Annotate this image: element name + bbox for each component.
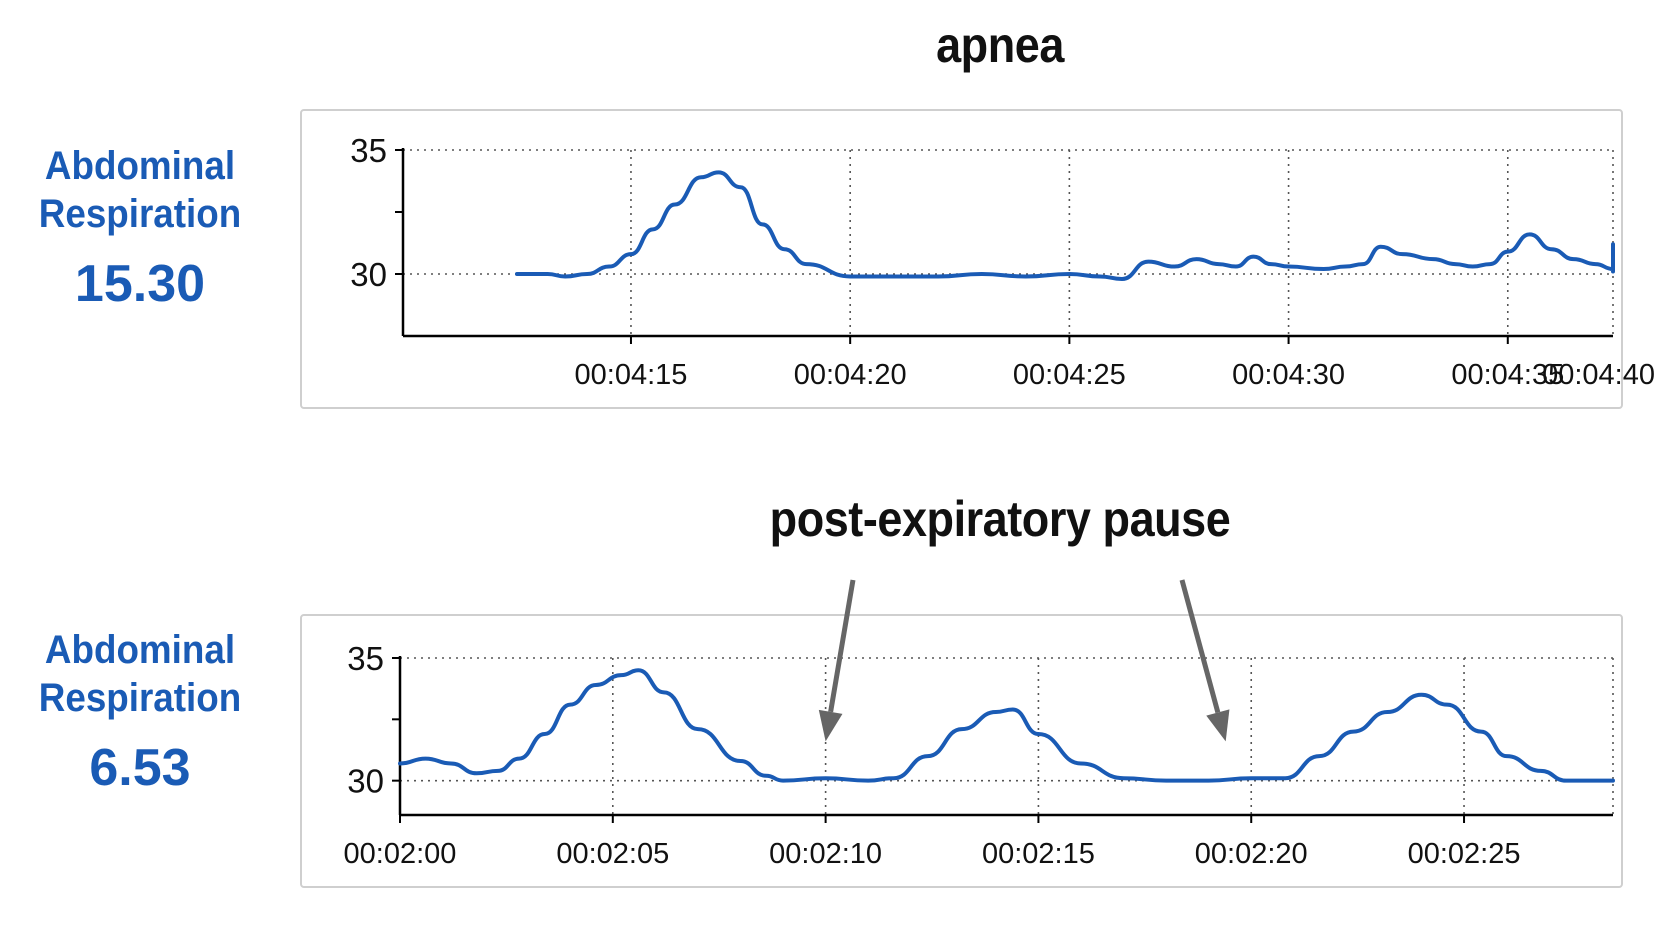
- respiration-label-top: Abdominal Respiration 15.30: [20, 142, 260, 314]
- chart-title-apnea: apnea: [936, 17, 1064, 73]
- x-tick-label: 00:02:05: [556, 838, 669, 870]
- x-tick-label: 00:02:10: [769, 838, 882, 870]
- x-tick-label: 00:04:20: [794, 359, 907, 391]
- y-tick-label: 30: [350, 256, 387, 293]
- x-tick-label: 00:04:25: [1013, 359, 1126, 391]
- respiration-label-bottom: Abdominal Respiration 6.53: [20, 626, 260, 798]
- x-tick-label: 00:02:25: [1408, 838, 1521, 870]
- x-tick-label: 00:04:40: [1542, 359, 1655, 391]
- annotation-arrowhead: [1206, 709, 1230, 742]
- label-line2: Respiration: [38, 676, 242, 720]
- x-tick-label: 00:02:15: [982, 838, 1095, 870]
- annotation-arrowhead: [818, 709, 843, 742]
- y-tick-label: 35: [350, 132, 387, 169]
- series-line: [514, 170, 1615, 281]
- annotation-arrow: [1179, 579, 1221, 714]
- chart-title-post-expiratory-pause: post-expiratory pause: [769, 491, 1231, 547]
- chart-1: 30 35 00:04:15 00:04:20 00:04:25 00:04:30 00:0…: [350, 132, 1655, 391]
- x-tick-label: 00:02:00: [344, 838, 457, 870]
- x-tick-label: 00:04:30: [1232, 359, 1345, 391]
- y-tick-label: 30: [347, 763, 384, 800]
- chart-panel-apnea: [300, 109, 1623, 409]
- series-line: [398, 668, 1615, 783]
- x-tick-label: 00:04:15: [575, 359, 688, 391]
- label-line2: Respiration: [38, 192, 242, 236]
- annotation-arrow: [828, 579, 856, 713]
- chart-panel-post-expiratory-pause: [300, 614, 1623, 888]
- label-line1: Abdominal: [44, 144, 236, 188]
- label-line1: Abdominal: [44, 628, 236, 672]
- respiration-value: 6.53: [89, 739, 191, 797]
- respiration-value: 15.30: [74, 255, 206, 313]
- chart-2: 30 35 00:02:00 00:02:05 00:02:10 00:02:15 00:0…: [344, 579, 1615, 870]
- x-tick-label: 00:04:35: [1451, 359, 1564, 391]
- y-tick-label: 35: [347, 640, 384, 677]
- x-tick-label: 00:02:20: [1195, 838, 1308, 870]
